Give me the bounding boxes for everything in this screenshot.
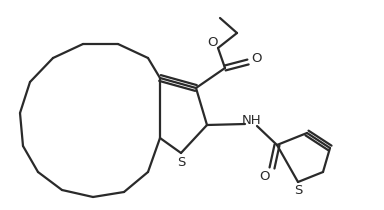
- Text: O: O: [252, 51, 262, 64]
- Text: S: S: [177, 155, 185, 168]
- Text: O: O: [260, 169, 270, 182]
- Text: NH: NH: [242, 114, 262, 127]
- Text: S: S: [294, 184, 302, 197]
- Text: O: O: [207, 37, 217, 50]
